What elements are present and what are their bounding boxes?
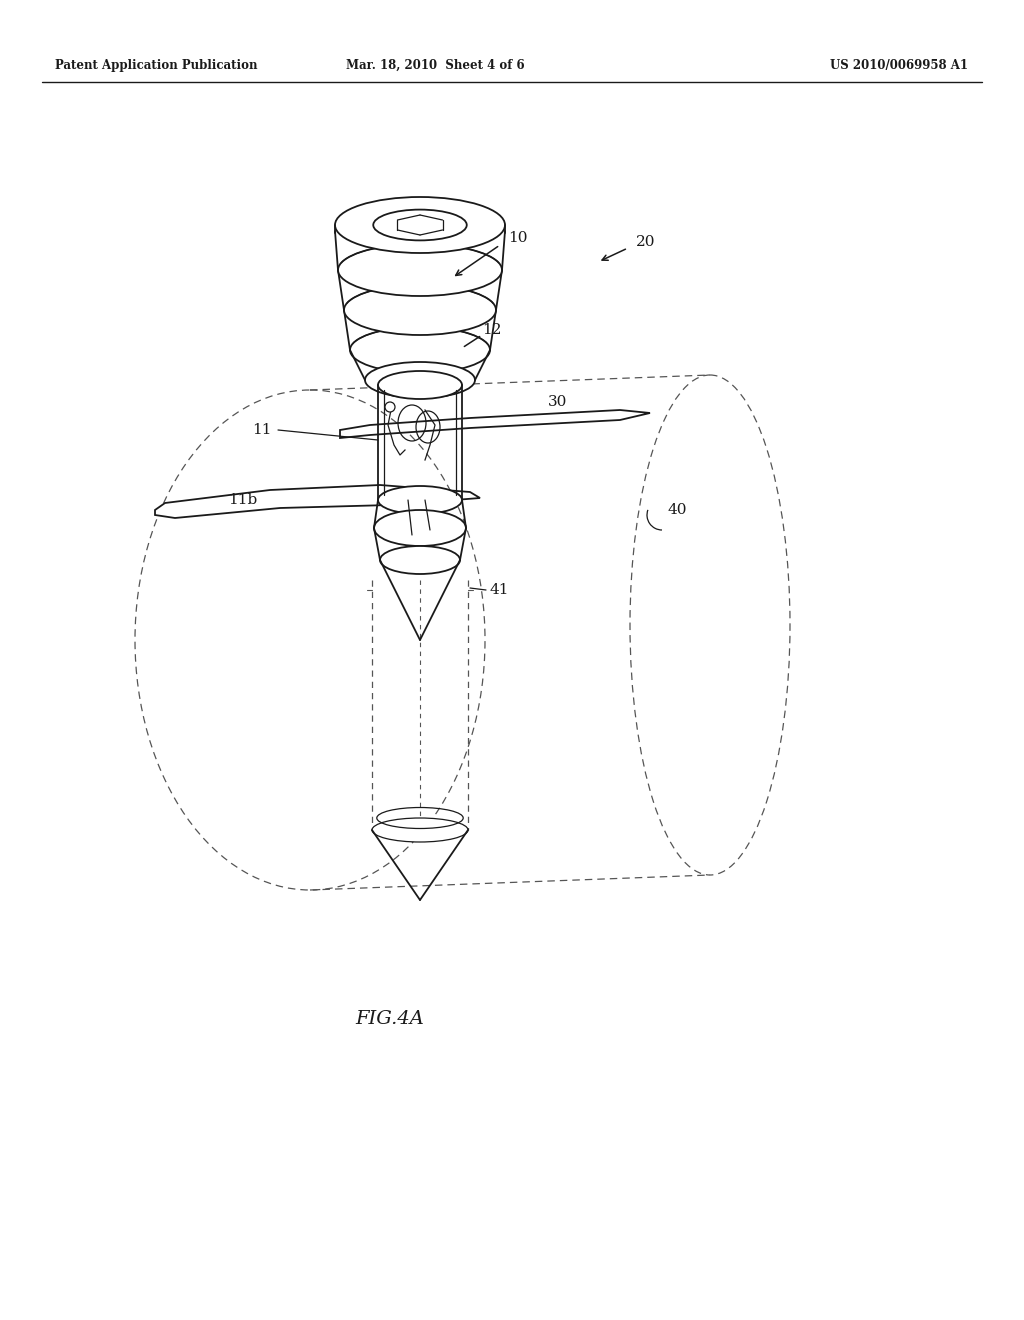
Text: Patent Application Publication: Patent Application Publication [55,58,257,71]
Ellipse shape [372,818,468,842]
Text: 30: 30 [548,395,567,409]
Ellipse shape [630,375,790,875]
Ellipse shape [374,510,466,546]
Ellipse shape [350,327,490,374]
Text: Mar. 18, 2010  Sheet 4 of 6: Mar. 18, 2010 Sheet 4 of 6 [346,58,524,71]
Ellipse shape [344,285,496,335]
Ellipse shape [135,389,485,890]
Text: 41: 41 [490,583,510,597]
Ellipse shape [335,197,505,253]
Ellipse shape [385,403,395,412]
Ellipse shape [365,362,475,399]
Text: US 2010/0069958 A1: US 2010/0069958 A1 [830,58,968,71]
Polygon shape [155,484,480,517]
Ellipse shape [380,546,460,574]
Ellipse shape [378,486,462,513]
Text: 10: 10 [508,231,527,246]
Text: FIG.4A: FIG.4A [355,1010,424,1028]
Ellipse shape [338,244,502,296]
Ellipse shape [374,210,467,240]
Text: 11b: 11b [228,492,257,507]
Text: 20: 20 [636,235,655,249]
Text: 11: 11 [253,422,272,437]
Ellipse shape [378,371,462,399]
Polygon shape [340,411,650,438]
Text: 40: 40 [668,503,687,517]
Text: 12: 12 [482,323,502,337]
